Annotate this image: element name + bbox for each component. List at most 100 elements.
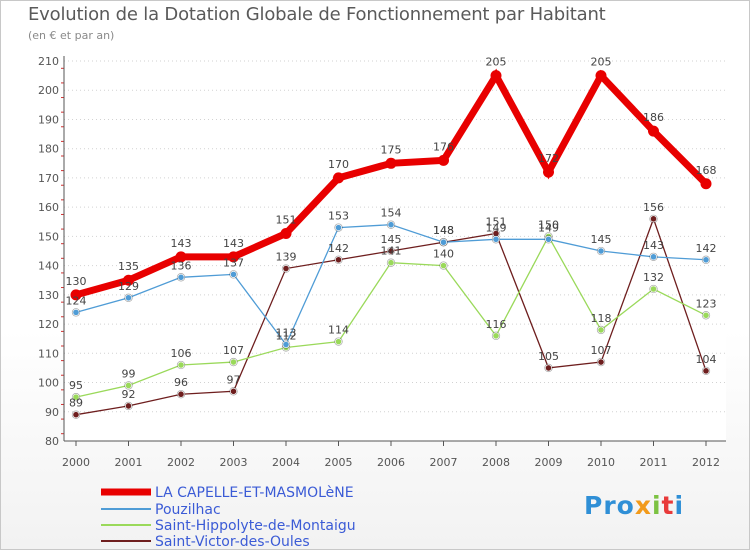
data-label: 106: [171, 347, 192, 360]
data-label: 89: [69, 397, 83, 410]
data-label: 148: [433, 224, 454, 237]
x-tick-label: 2001: [115, 456, 143, 469]
data-point: [387, 259, 395, 267]
data-point-ring: [176, 360, 186, 370]
data-point-ring: [71, 393, 81, 402]
data-point-ring: [281, 264, 291, 273]
data-point: [597, 326, 605, 334]
data-point-ring: [334, 255, 343, 264]
data-point-ring: [439, 261, 448, 270]
data-point: [702, 256, 710, 264]
data-label: 145: [591, 233, 612, 246]
data-label: 123: [696, 297, 717, 310]
data-label: 97: [227, 373, 241, 386]
data-label: 95: [69, 379, 83, 392]
data-label: 149: [486, 221, 507, 234]
y-tick-label: 130: [38, 289, 59, 302]
legend-label: LA CAPELLE-ET-MASMOLèNE: [155, 485, 354, 501]
data-label: 148: [433, 224, 454, 237]
x-tick-label: 2012: [692, 456, 720, 469]
data-point-ring: [386, 220, 396, 229]
y-tick-label: 140: [38, 260, 59, 273]
data-label: 105: [538, 350, 559, 363]
x-tick-label: 2005: [325, 456, 353, 469]
data-point: [334, 256, 343, 264]
data-point: [702, 311, 710, 319]
data-point: [72, 393, 80, 401]
data-label: 172: [538, 152, 559, 165]
data-point: [333, 172, 344, 184]
x-tick-label: 2002: [167, 456, 195, 469]
data-point: [649, 215, 658, 223]
data-point: [177, 361, 185, 369]
data-label: 170: [328, 158, 349, 171]
data-point: [490, 70, 502, 82]
data-point-ring: [439, 238, 448, 247]
data-label: 143: [223, 237, 244, 250]
data-point: [700, 178, 712, 190]
data-point: [334, 338, 343, 346]
data-point: [124, 402, 133, 410]
data-label: 153: [328, 210, 349, 223]
data-label: 141: [381, 245, 402, 258]
data-point-ring: [386, 246, 396, 256]
data-point-ring: [544, 363, 553, 373]
data-point: [597, 247, 605, 255]
y-tick-label: 80: [45, 435, 59, 448]
data-point-ring: [176, 273, 186, 282]
data-point-ring: [334, 337, 343, 346]
data-label: 143: [171, 237, 192, 250]
data-point-ring: [701, 366, 711, 375]
x-tick-label: 2008: [482, 456, 510, 469]
data-point-ring: [649, 252, 658, 261]
data-point: [595, 70, 607, 82]
y-tick-label: 200: [38, 84, 59, 97]
y-tick-label: 170: [38, 172, 59, 185]
x-tick-label: 2006: [377, 456, 405, 469]
data-label: 149: [538, 221, 559, 234]
data-point-ring: [124, 401, 133, 411]
data-point: [72, 308, 80, 316]
logo-part: i: [651, 491, 662, 520]
data-point-ring: [596, 246, 606, 256]
data-label: 168: [696, 164, 717, 177]
chart-subtitle: (en € et par an): [28, 29, 115, 42]
data-label: 129: [118, 280, 139, 293]
data-point-ring: [491, 235, 501, 244]
y-tick-label: 120: [38, 318, 59, 331]
logo-part: t: [661, 491, 675, 520]
data-label: 112: [276, 329, 297, 342]
data-label: 130: [66, 275, 87, 288]
logo-part: i: [674, 491, 685, 520]
data-label: 118: [591, 312, 612, 325]
legend-label: Saint-Victor-des-Oules: [155, 534, 310, 549]
data-point-ring: [701, 255, 711, 264]
data-label: 99: [122, 367, 136, 380]
y-tick-label: 90: [45, 406, 59, 419]
data-label: 156: [643, 201, 664, 214]
data-label: 151: [486, 215, 507, 228]
y-tick-label: 150: [38, 230, 59, 243]
data-point: [649, 253, 658, 261]
data-point: [439, 262, 448, 270]
x-tick-label: 2007: [430, 456, 458, 469]
data-point: [492, 332, 500, 340]
data-label: 186: [643, 111, 664, 124]
data-point-ring: [491, 331, 501, 340]
data-point: [229, 387, 238, 395]
data-point: [702, 367, 710, 375]
data-point-ring: [229, 387, 238, 396]
data-point-ring: [544, 235, 553, 244]
data-point: [282, 264, 290, 273]
data-label: 116: [486, 318, 507, 331]
x-tick-label: 2010: [587, 456, 615, 469]
data-label: 151: [276, 213, 297, 226]
x-tick-label: 2011: [640, 456, 668, 469]
data-label: 145: [381, 233, 402, 246]
y-tick-label: 160: [38, 201, 59, 214]
x-tick-label: 2000: [62, 456, 90, 469]
data-point-ring: [124, 293, 133, 302]
data-point-ring: [649, 284, 658, 294]
